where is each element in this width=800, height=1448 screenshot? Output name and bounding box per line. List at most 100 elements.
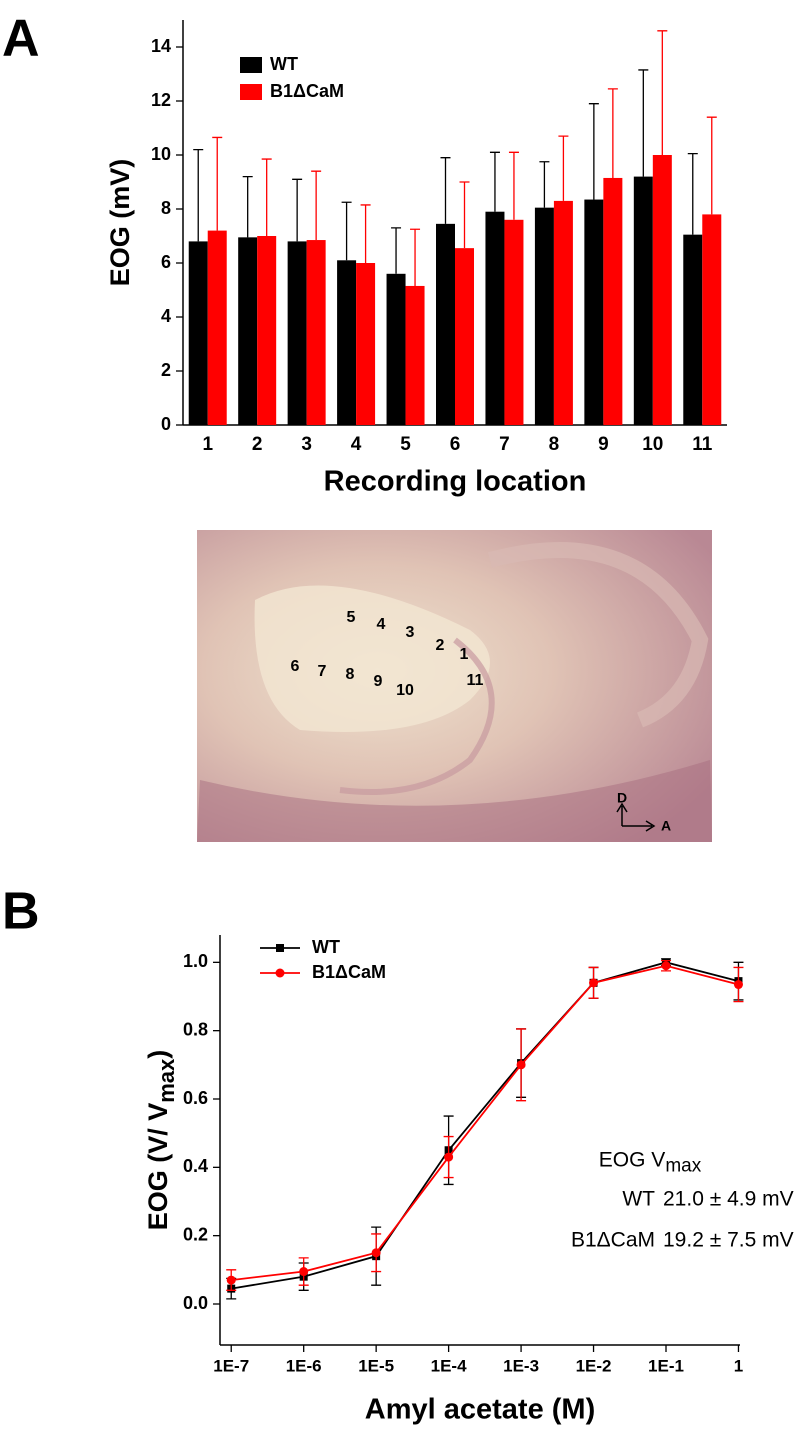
x-tick-label: 8 [549, 434, 560, 455]
error-bar [459, 181, 470, 249]
bar [337, 260, 357, 425]
y-tick-label: 12 [151, 90, 171, 110]
error-bar [193, 148, 204, 242]
error-bar [440, 157, 451, 224]
tissue-shadow [197, 760, 712, 842]
marker [589, 978, 599, 988]
annotation-subscript: max [665, 1156, 701, 1177]
x-tick-label: 6 [450, 434, 461, 455]
x-tick-label: 1E-6 [286, 1356, 322, 1375]
error-bar [410, 228, 421, 286]
x-tick-label: 1E-2 [576, 1356, 612, 1375]
y-tick-label: 0.0 [183, 1293, 208, 1313]
bar [553, 200, 573, 425]
x-tick-label: 5 [400, 434, 411, 455]
legend-label: WT [270, 54, 298, 74]
photo-label: 4 [377, 616, 386, 633]
error-bar [489, 151, 500, 212]
panel-label: B [2, 883, 40, 941]
legend-label: B1ΔCaM [270, 81, 344, 101]
x-tick-label: 10 [642, 434, 663, 455]
photo: 5 4 3 21 6 7 8 9 10 11 D A [197, 530, 712, 842]
annotation-label: B1ΔCaM [571, 1228, 655, 1251]
compass-label: A [661, 818, 671, 834]
x-tick-label: 7 [499, 434, 510, 455]
y-tick-label: 10 [151, 144, 171, 164]
marker [444, 1152, 454, 1162]
photo-label: 8 [346, 666, 355, 683]
bar [683, 234, 703, 425]
bar [257, 236, 277, 425]
x-tick-label: 11 [692, 434, 713, 455]
legend-label: WT [312, 937, 340, 957]
turbinate [254, 585, 490, 732]
error-bar [292, 178, 303, 242]
marker [661, 961, 671, 971]
bar [207, 230, 227, 425]
annotation-text: EOG V [599, 1148, 666, 1171]
annotation-label: WT [622, 1187, 655, 1210]
bar [386, 273, 406, 425]
error-bar [391, 227, 402, 274]
bar [287, 241, 307, 425]
annotation-value: 21.0 ± 4.9 mV [663, 1187, 794, 1210]
y-tick-label: 4 [161, 306, 171, 326]
y-tick-label: 8 [161, 198, 171, 218]
annotation-value: 19.2 ± 7.5 mV [663, 1228, 794, 1251]
error-bar [508, 151, 519, 220]
x-tick-label: 1E-3 [503, 1356, 539, 1375]
bar [436, 223, 455, 425]
y-tick-label: 14 [151, 36, 171, 56]
bar [188, 241, 208, 425]
compass-arrows [616, 802, 656, 832]
turbinate-edge [339, 637, 495, 795]
y-tick-label: 6 [161, 252, 171, 272]
bar [356, 263, 376, 425]
error-bar [558, 135, 569, 201]
photo-label: 9 [374, 673, 383, 690]
photo-label: 6 [291, 658, 300, 675]
photo-labels: 5 4 3 21 6 7 8 9 10 11 [291, 609, 484, 699]
y-tick-label: 0.8 [183, 1019, 208, 1039]
error-bar [607, 88, 618, 178]
error-bar [212, 136, 223, 231]
y-tick-label: 2 [161, 360, 171, 380]
bar [534, 207, 554, 425]
photo-label: 3 [406, 624, 415, 641]
x-tick-label: 1E-5 [358, 1356, 394, 1375]
photo-label: 2 [436, 637, 445, 654]
x-tick-label: 1 [734, 1356, 743, 1375]
bar [652, 155, 672, 425]
error-bar [588, 103, 599, 200]
photo-label: 1 [460, 646, 469, 663]
bar [238, 237, 258, 425]
y-axis-title: EOG (mV) [105, 159, 135, 287]
y-axis-title: EOG (V/ Vmax) [143, 1050, 179, 1231]
y-axis-title-subscript: max [154, 1058, 179, 1103]
x-tick-label: 1 [202, 434, 213, 455]
bar [584, 199, 604, 425]
x-axis-title: Recording location [324, 466, 587, 498]
y-tick-label: 0 [161, 414, 171, 434]
x-tick-label: 3 [301, 434, 312, 455]
x-tick-label: 4 [351, 434, 362, 455]
y-tick-label: 0.6 [183, 1088, 208, 1108]
annotation-title: EOG Vmax [599, 1148, 702, 1176]
y-tick-label: 1.0 [183, 951, 208, 971]
x-tick-label: 9 [598, 434, 609, 455]
photo-label: 11 [467, 672, 484, 689]
error-bar [657, 30, 668, 155]
bar [603, 177, 623, 425]
y-axis-title-part: ) [143, 1050, 173, 1059]
error-bar [360, 204, 371, 263]
x-tick-label: 2 [252, 434, 263, 455]
error-bar [687, 153, 698, 235]
error-bar [311, 170, 322, 241]
x-axis-title: Amyl acetate (M) [365, 1394, 595, 1426]
photo-label: 7 [318, 663, 327, 680]
error-bar [638, 69, 649, 177]
x-tick-label: 1E-1 [648, 1356, 684, 1375]
error-bar [261, 158, 272, 236]
